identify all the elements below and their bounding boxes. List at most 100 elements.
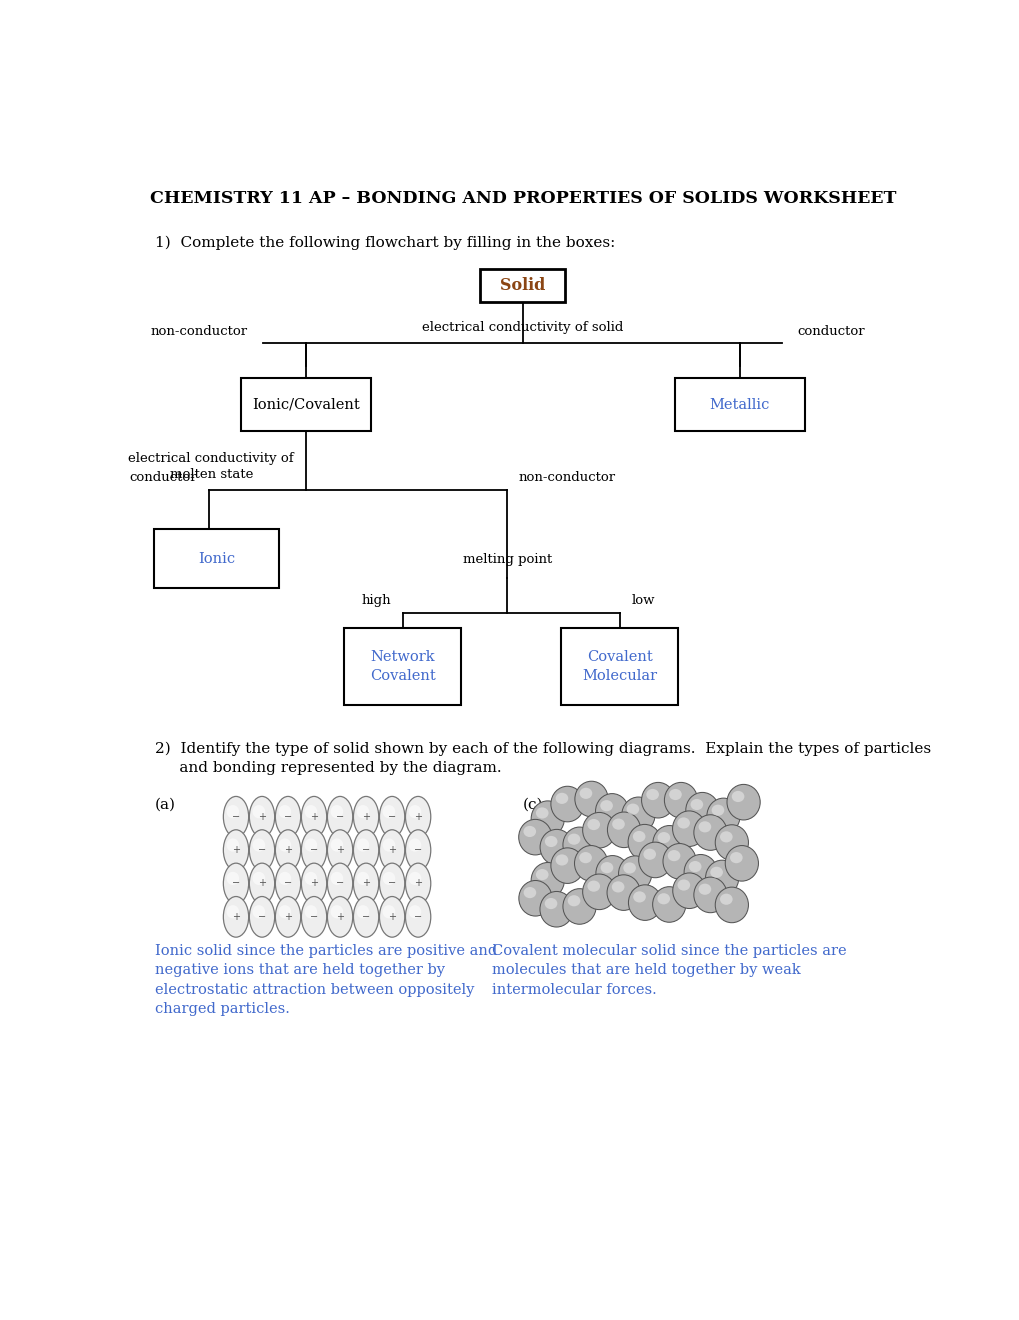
Ellipse shape [582,812,615,847]
Text: non-conductor: non-conductor [151,325,248,338]
Ellipse shape [301,796,326,837]
Ellipse shape [539,891,573,927]
Text: Solid: Solid [499,277,545,294]
Ellipse shape [249,830,274,870]
Ellipse shape [730,851,742,863]
Ellipse shape [379,830,405,870]
Text: +: + [414,812,422,822]
Ellipse shape [409,805,421,818]
Text: +: + [335,912,343,921]
Ellipse shape [611,882,624,892]
Ellipse shape [379,796,405,837]
Ellipse shape [638,842,672,878]
Ellipse shape [714,825,748,861]
Ellipse shape [409,838,421,851]
Ellipse shape [582,874,615,909]
Ellipse shape [611,818,625,830]
Bar [674,379,804,432]
Ellipse shape [672,810,705,846]
Ellipse shape [562,828,595,863]
Ellipse shape [690,799,702,810]
Ellipse shape [600,862,612,874]
Text: +: + [335,845,343,855]
Text: +: + [362,812,370,822]
Ellipse shape [550,847,584,883]
Ellipse shape [253,906,265,919]
Ellipse shape [550,787,584,822]
Ellipse shape [278,871,290,884]
Ellipse shape [301,830,326,870]
Ellipse shape [677,879,690,891]
Ellipse shape [357,805,369,818]
Ellipse shape [562,888,595,924]
Ellipse shape [406,796,430,837]
Text: electrical conductivity of solid: electrical conductivity of solid [422,321,623,334]
Ellipse shape [301,896,326,937]
Ellipse shape [587,880,599,892]
Bar [240,379,371,432]
Text: CHEMISTRY 11 AP – BONDING AND PROPERTIES OF SOLIDS WORKSHEET: CHEMISTRY 11 AP – BONDING AND PROPERTIES… [150,190,895,207]
Text: −: − [310,912,318,921]
Text: Ionic/Covalent: Ionic/Covalent [252,397,360,412]
Ellipse shape [595,855,629,891]
Ellipse shape [574,846,607,882]
Ellipse shape [409,906,421,919]
Ellipse shape [618,855,651,891]
Ellipse shape [357,838,369,851]
Ellipse shape [409,871,421,884]
Text: +: + [231,912,239,921]
Ellipse shape [305,871,317,884]
Ellipse shape [535,808,548,818]
Text: high: high [361,594,390,607]
Ellipse shape [330,906,343,919]
Ellipse shape [382,838,395,851]
Text: −: − [414,912,422,921]
Text: +: + [283,912,291,921]
Ellipse shape [523,826,536,837]
Ellipse shape [226,838,238,851]
Ellipse shape [652,825,686,861]
Ellipse shape [727,784,759,820]
Ellipse shape [606,875,640,911]
Text: −: − [283,812,291,822]
Text: −: − [362,912,370,921]
Ellipse shape [406,863,430,904]
Text: +: + [414,879,422,888]
Ellipse shape [685,792,718,828]
Ellipse shape [330,871,343,884]
Text: Ionic solid since the particles are positive and
negative ions that are held tog: Ionic solid since the particles are posi… [155,944,496,1016]
Ellipse shape [667,850,680,861]
Ellipse shape [519,820,551,855]
Ellipse shape [275,796,301,837]
Ellipse shape [622,797,654,833]
Ellipse shape [382,906,395,919]
Ellipse shape [275,830,301,870]
Ellipse shape [253,805,265,818]
Ellipse shape [657,832,669,843]
Ellipse shape [535,869,548,880]
Ellipse shape [652,887,685,923]
Ellipse shape [643,849,655,859]
Ellipse shape [278,906,290,919]
Text: (a): (a) [155,797,175,812]
Ellipse shape [354,830,378,870]
Text: −: − [387,879,395,888]
Ellipse shape [677,817,689,829]
Text: −: − [258,845,266,855]
Ellipse shape [382,805,395,818]
Text: +: + [283,845,291,855]
Ellipse shape [327,863,353,904]
Ellipse shape [226,805,238,818]
Ellipse shape [275,863,301,904]
Ellipse shape [599,800,612,812]
Ellipse shape [663,783,697,818]
Ellipse shape [357,871,369,884]
Ellipse shape [575,781,607,817]
Ellipse shape [278,838,290,851]
Text: +: + [310,812,318,822]
Text: 1)  Complete the following flowchart by filling in the boxes:: 1) Complete the following flowchart by f… [155,235,614,249]
Text: +: + [258,812,266,822]
Ellipse shape [275,896,301,937]
Ellipse shape [607,812,640,847]
Ellipse shape [684,854,716,890]
